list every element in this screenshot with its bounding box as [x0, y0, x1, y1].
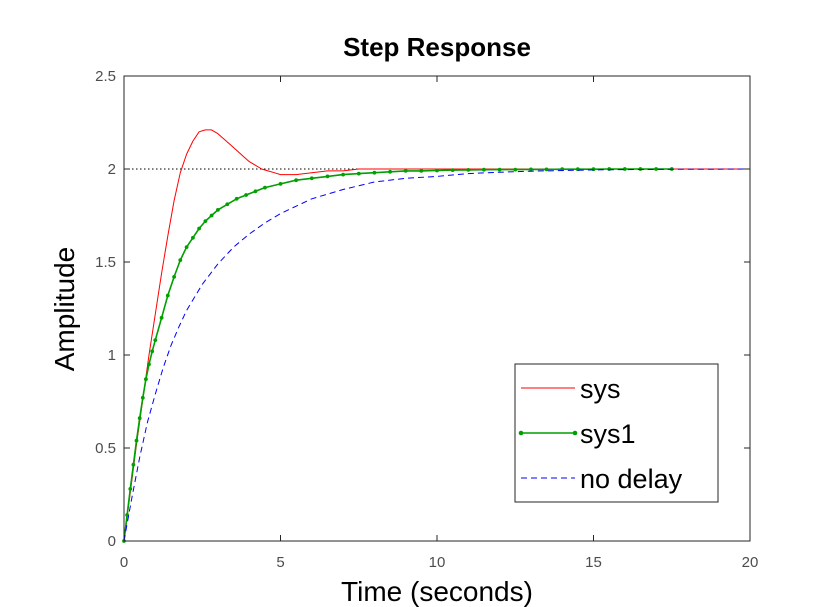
data-point-sys1	[529, 167, 533, 172]
data-point-sys1	[216, 208, 220, 212]
y-tick-label: 0.5	[95, 440, 116, 457]
y-tick-label: 0	[108, 533, 116, 550]
data-point-sys1	[294, 178, 298, 183]
data-point-sys1	[435, 168, 439, 173]
y-axis-label: Amplitude	[49, 247, 80, 372]
x-tick-label: 10	[429, 554, 446, 571]
data-point-sys1	[403, 169, 408, 173]
data-point-sys1	[131, 462, 136, 467]
x-tick-label: 0	[120, 554, 128, 571]
data-point-sys1	[654, 167, 658, 171]
data-point-sys1	[225, 202, 230, 207]
data-point-sys1	[263, 185, 267, 190]
data-point-sys1	[544, 167, 549, 172]
data-point-sys1	[134, 438, 139, 443]
data-point-sys1	[244, 193, 249, 197]
data-point-sys1	[125, 513, 129, 517]
x-tick-label: 20	[742, 554, 759, 571]
data-point-sys1	[356, 171, 361, 176]
data-point-sys1	[591, 167, 596, 172]
series-layer	[122, 129, 751, 543]
data-point-sys1	[234, 196, 239, 201]
data-point-sys1	[197, 226, 202, 231]
data-point-sys1	[137, 416, 142, 421]
series-line-sys1	[123, 168, 672, 542]
data-point-sys1	[372, 170, 377, 175]
data-point-sys1	[278, 182, 283, 186]
data-point-sys1	[144, 377, 148, 382]
y-tick-label: 1.5	[95, 254, 116, 271]
series-line-sys	[123, 129, 750, 542]
data-point-sys1	[184, 245, 189, 250]
data-point-sys1	[607, 167, 612, 171]
data-point-sys1	[419, 169, 424, 173]
legend: sys sys1 no delay	[514, 363, 719, 503]
data-point-sys1	[450, 168, 455, 173]
data-point-sys1	[203, 219, 208, 224]
data-point-sys1	[153, 338, 158, 342]
series-line-no-delay	[123, 168, 751, 542]
y-tick-label: 2	[108, 161, 116, 178]
data-point-sys1	[159, 315, 164, 320]
x-axis-label: Time (seconds)	[341, 576, 533, 607]
chart-title: Step Response	[343, 32, 531, 62]
data-point-sys1	[325, 174, 330, 179]
data-point-sys1	[150, 349, 155, 354]
data-point-sys1	[466, 168, 471, 172]
data-point-sys1	[172, 275, 177, 279]
data-point-sys1	[497, 167, 502, 172]
tick-layer: 0 5 10 15 20 0 0.5 1 1.5 2 2.5	[95, 68, 758, 571]
data-point-sys1	[165, 293, 170, 298]
data-point-sys1	[140, 395, 145, 400]
data-point-sys1	[341, 172, 345, 177]
y-tick-label: 1	[108, 347, 116, 364]
legend-label-sys: sys	[580, 374, 621, 404]
legend-marker-sys1-end	[572, 430, 578, 436]
data-point-sys1	[178, 258, 183, 262]
data-point-sys1	[482, 167, 486, 172]
data-point-sys1	[309, 176, 314, 181]
data-point-sys1	[253, 189, 258, 194]
x-tick-label: 5	[276, 554, 284, 571]
data-point-sys1	[513, 167, 518, 172]
y-tick-label: 2.5	[95, 68, 116, 85]
data-point-sys1	[128, 487, 133, 491]
legend-label-sys1: sys1	[580, 419, 636, 449]
legend-label-no-delay: no delay	[580, 464, 683, 494]
data-point-sys1	[191, 235, 195, 240]
x-tick-label: 15	[585, 554, 602, 571]
data-point-sys1	[147, 362, 151, 367]
data-point-sys1	[622, 167, 627, 171]
data-point-sys1	[388, 169, 392, 174]
data-point-sys1	[209, 213, 214, 218]
legend-marker-sys1-start	[518, 430, 524, 436]
